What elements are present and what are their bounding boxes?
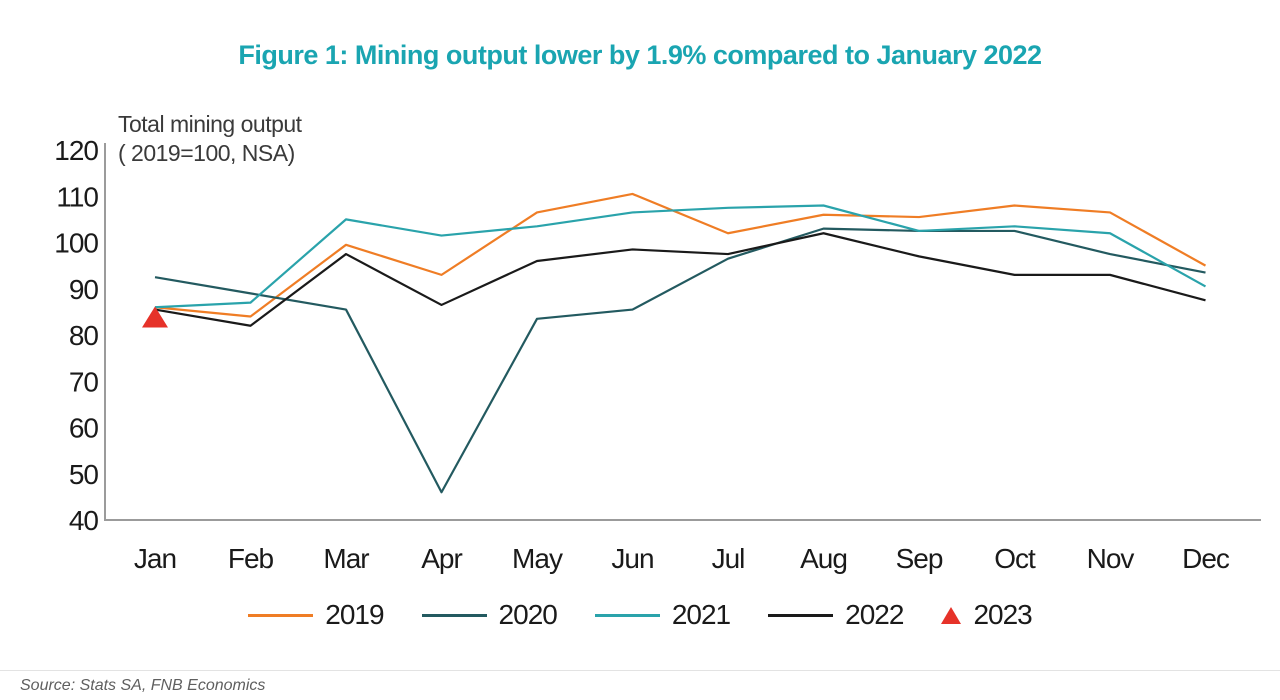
legend-line-swatch-2022 <box>768 613 834 617</box>
legend-item-2023: 2023 <box>941 599 1033 631</box>
axis-annotation-line2: ( 2019=100, NSA) <box>118 140 295 166</box>
legend-label-2019: 2019 <box>325 599 384 630</box>
footer-divider <box>0 670 1280 671</box>
x-tick-label: Oct <box>994 543 1036 574</box>
legend-item-2020: 2020 <box>421 599 558 631</box>
y-tick-label: 70 <box>69 366 99 397</box>
x-tick-label: Apr <box>421 543 462 574</box>
y-tick-label: 110 <box>56 181 98 212</box>
y-tick-label: 120 <box>54 135 98 166</box>
series-lines <box>142 192 1207 494</box>
y-tick-label: 60 <box>69 413 99 444</box>
legend-line-swatch-2021 <box>594 613 660 617</box>
y-tick-label: 100 <box>54 228 98 259</box>
y-axis-tick-labels: 120 110 100 90 80 70 60 50 40 <box>54 135 99 536</box>
x-tick-label: Aug <box>800 543 847 574</box>
axis-annotation-line1: Total mining output <box>118 111 302 137</box>
legend-line-swatch-2020 <box>421 613 487 617</box>
y-tick-label: 40 <box>69 505 99 536</box>
x-tick-label: Dec <box>1182 543 1230 574</box>
series-line-2019 <box>154 192 1207 318</box>
y-tick-label: 50 <box>69 459 99 490</box>
legend-triangle-icon-2023 <box>941 606 962 624</box>
source-note: Source: Stats SA, FNB Economics <box>20 677 266 694</box>
series-line-2020 <box>154 227 1206 494</box>
x-tick-label: Jun <box>611 543 653 574</box>
axis-annotation: Total mining output ( 2019=100, NSA) <box>118 110 302 168</box>
legend-label-2021: 2021 <box>671 599 731 630</box>
y-tick-label: 80 <box>69 320 99 351</box>
y-tick-label: 90 <box>69 274 99 305</box>
legend-item-2022: 2022 <box>768 599 904 631</box>
x-tick-label: Jul <box>712 543 745 574</box>
figure-title: Figure 1: Mining output lower by 1.9% co… <box>238 40 1042 70</box>
series-line-2021 <box>154 204 1207 309</box>
x-tick-label: Mar <box>323 543 369 574</box>
data-point-marker-2023 <box>142 306 168 328</box>
legend-line-swatch-2019 <box>248 613 314 617</box>
chart-legend: 2019 2020 2021 2022 2023 <box>0 599 1280 631</box>
x-tick-label: Feb <box>228 543 274 574</box>
legend-item-2021: 2021 <box>594 599 731 631</box>
x-tick-label: Nov <box>1087 543 1135 574</box>
legend-label-2020: 2020 <box>498 599 558 630</box>
legend-item-2019: 2019 <box>248 599 385 631</box>
legend-label-2023: 2023 <box>973 599 1032 630</box>
legend-label-2022: 2022 <box>845 599 904 630</box>
x-tick-label: Sep <box>896 543 943 574</box>
series-line-2022 <box>154 232 1206 327</box>
x-tick-label: May <box>512 543 563 574</box>
x-axis-month-labels: Jan Feb Mar Apr May Jun Jul Aug Sep Oct Nov Dec <box>134 543 1231 574</box>
x-tick-label: Jan <box>134 543 176 574</box>
